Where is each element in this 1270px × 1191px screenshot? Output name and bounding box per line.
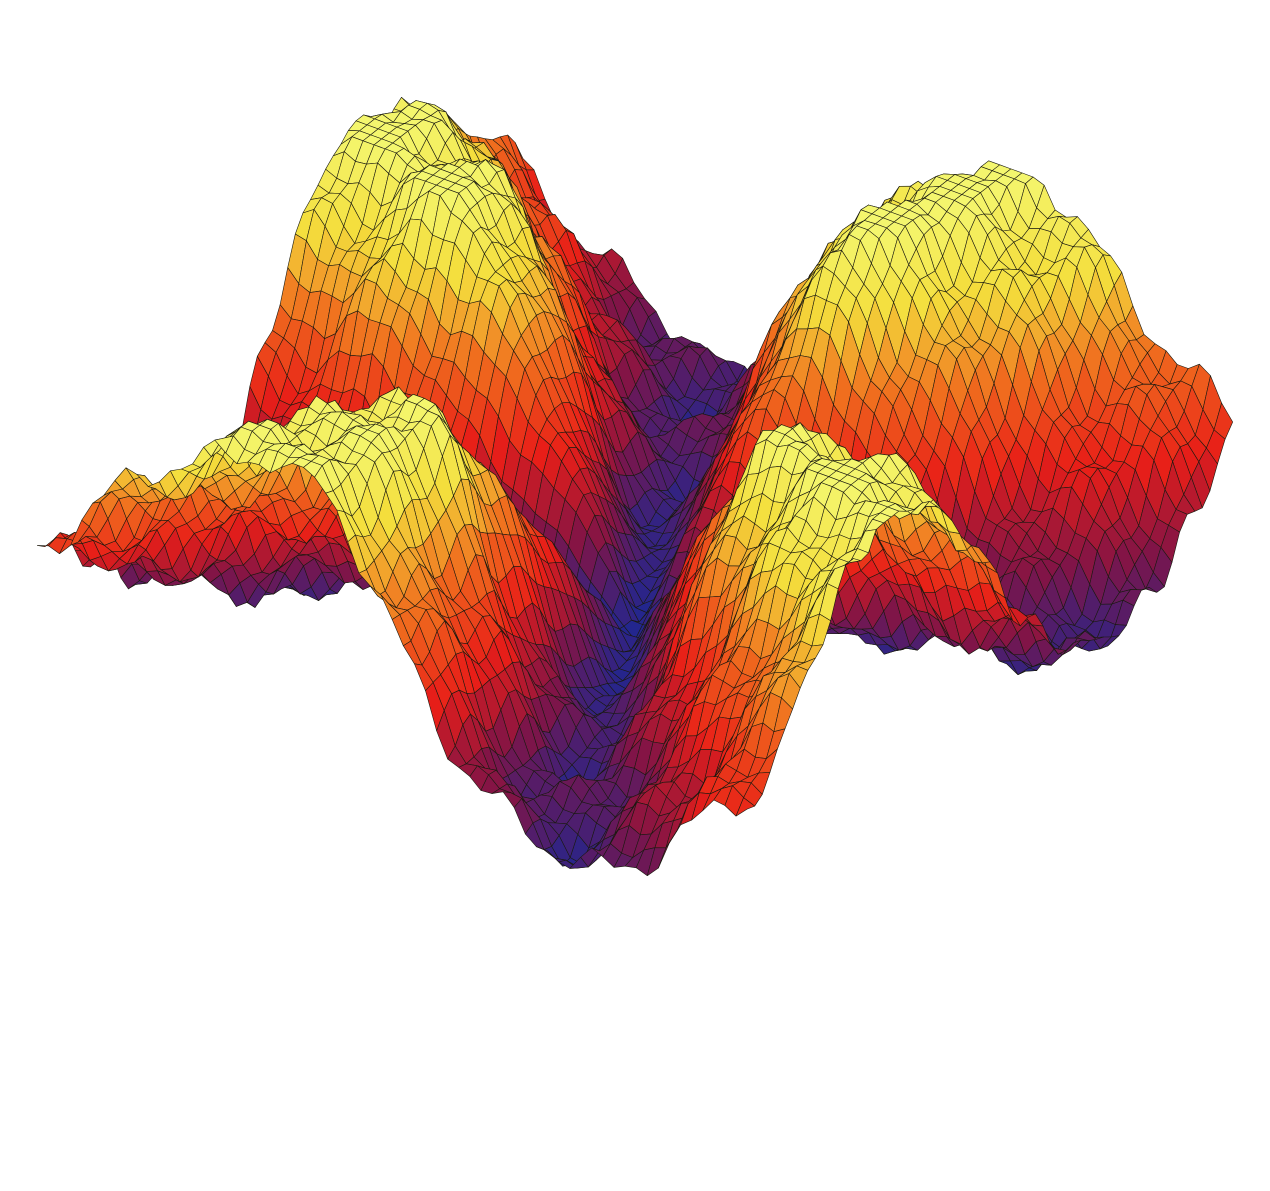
wireframe-mesh bbox=[36, 97, 1233, 877]
